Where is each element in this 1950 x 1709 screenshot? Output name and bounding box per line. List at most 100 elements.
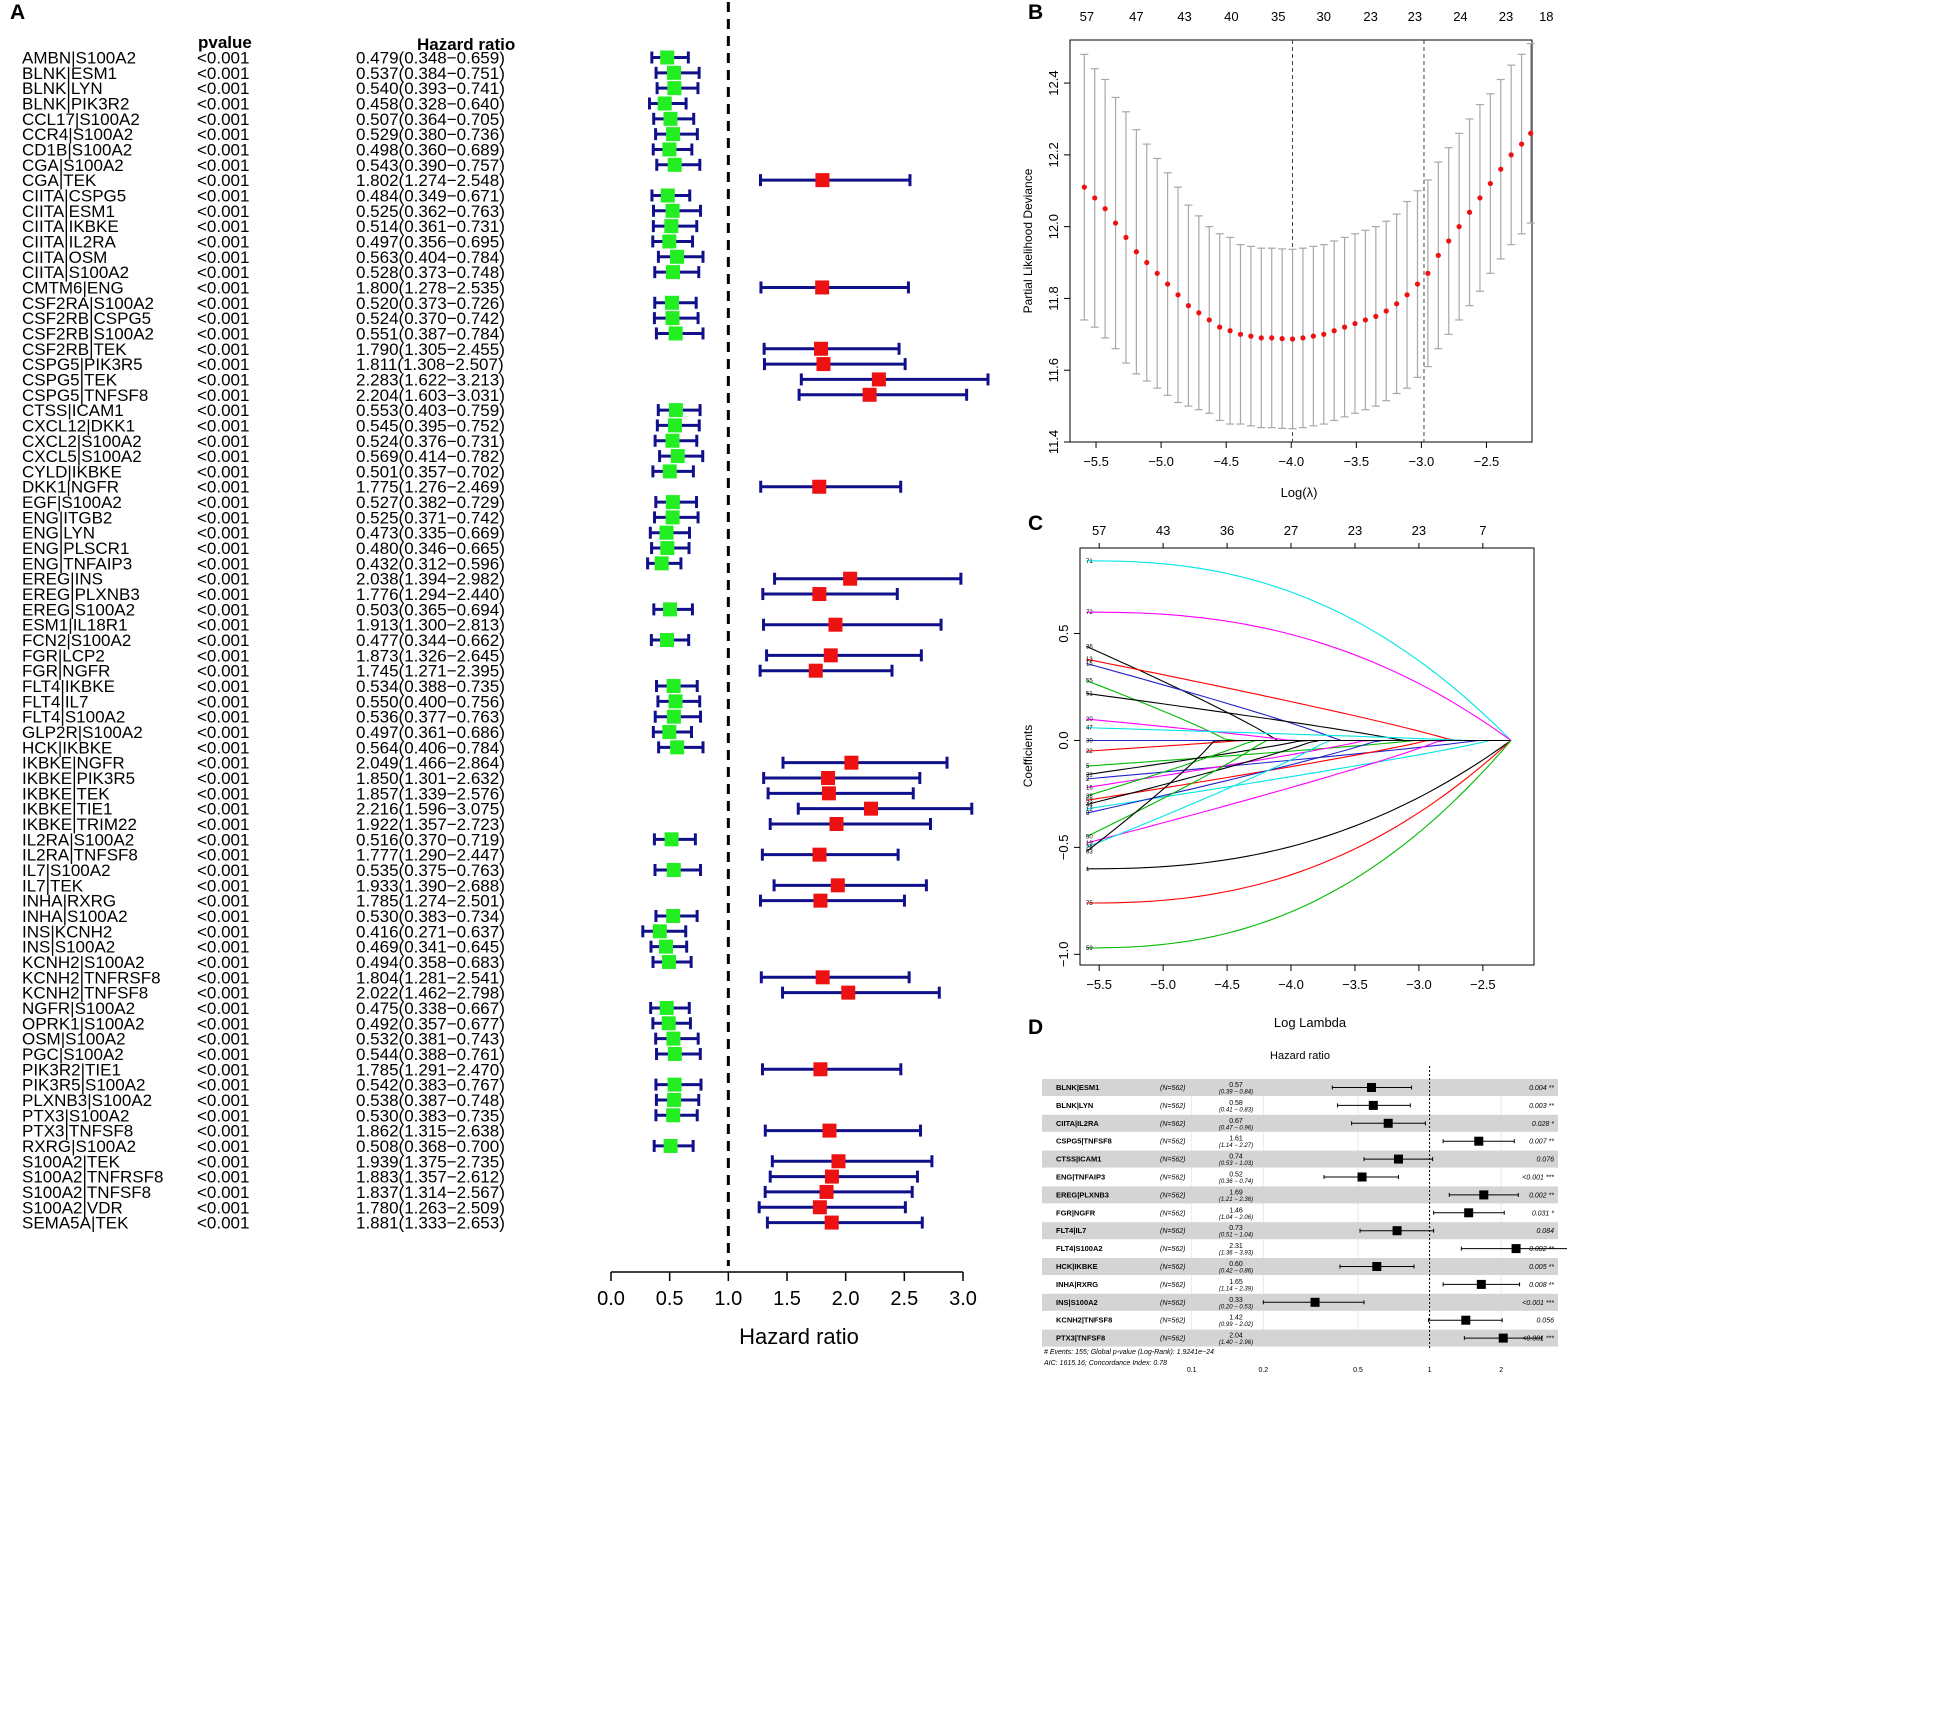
hr-point-protective (663, 111, 678, 126)
pvalue-label: <0.001 (197, 907, 249, 926)
hr-ci-label: 0.473(0.335−0.669) (356, 524, 505, 543)
hr-ci-label: 1.790(1.305−2.455) (356, 340, 505, 359)
pvalue-label: <0.001 (197, 708, 249, 727)
hr-ci-label: 0.498(0.360−0.689) (356, 140, 505, 159)
hr-ci-label: 0.497(0.361−0.686) (356, 723, 505, 742)
hr-ci-label: 0.497(0.356−0.695) (356, 232, 505, 251)
hr-ci-label: 0.525(0.362−0.763) (356, 202, 505, 221)
hr-ci-label: 0.553(0.403−0.759) (356, 401, 505, 420)
ci-value-label: (1.36 − 3.93) (1219, 1251, 1253, 1257)
cv-point (1466, 209, 1473, 215)
cv-point (1310, 333, 1316, 339)
row-shade (1042, 1258, 1558, 1275)
path-start-label: 31 (1086, 773, 1093, 779)
hr-value-label: 0.58 (1229, 1100, 1243, 1107)
p-value-label: <0.001 *** (1522, 1336, 1554, 1343)
panel-a-forest-plot: pvalue Hazard ratio AMBN|S100A2 <0.001 0.4… (22, 2, 990, 1349)
ci-value-label: (0.36 − 0.74) (1219, 1179, 1253, 1185)
gene-pair-label: BLNK|PIK3R2 (22, 94, 129, 113)
panel-b-cv-curve: −5.5 −5.0 −4.5 −4.0 −3.5 −3.0 −2.5 11.4 11.6 11.8… (1021, 9, 1554, 500)
gene-pair-label: SEMA5A|TEK (22, 1214, 129, 1233)
gene-pair-label: EREG|S100A2 (22, 600, 135, 619)
cv-point (1394, 301, 1400, 307)
cv-point (1112, 220, 1119, 226)
ci-value-label: (0.41 − 0.83) (1219, 1107, 1253, 1113)
hr-point-risk (812, 587, 827, 602)
cv-point (1352, 320, 1358, 327)
path-start-label: 50 (1086, 835, 1093, 841)
gene-pair-label: CCL17|S100A2 (22, 110, 140, 129)
hr-point-risk (831, 1154, 846, 1169)
hr-ci-label: 0.432(0.312−0.596) (356, 554, 505, 573)
cv-point (1425, 270, 1431, 276)
hr-point-risk (816, 357, 831, 372)
hr-point-protective (652, 924, 667, 939)
panel-d-label: D (1028, 1016, 1043, 1039)
hr-point-protective (665, 295, 680, 310)
top-count-label: 57 (1092, 523, 1106, 538)
cv-point (1331, 328, 1337, 334)
hr-point-protective (662, 725, 677, 740)
gene-pair-label: IL7|TEK (22, 876, 84, 895)
top-count-label: 23 (1499, 9, 1513, 24)
gene-pair-label: IKBKE|NGFR (22, 754, 125, 773)
hr-ci-label: 1.777(1.290−2.447) (356, 846, 505, 865)
panel-c-y-axis-title: Coefficients (1021, 725, 1035, 787)
pvalue-label: <0.001 (197, 570, 249, 589)
ci-value-label: (1.04 − 2.06) (1219, 1215, 1253, 1221)
y-tick-label: 11.4 (1046, 430, 1061, 454)
gene-pair-label: S100A2|TNFSF8 (22, 1183, 151, 1202)
hr-point-protective (659, 939, 674, 954)
path-start-label: 75 (1086, 901, 1093, 907)
pvalue-label: <0.001 (197, 922, 249, 941)
gene-pair-label: EREG|INS (22, 570, 103, 589)
hr-ci-label: 1.785(1.291−2.470) (356, 1060, 505, 1079)
top-count-label: 23 (1348, 523, 1362, 538)
y-tick-label: 12.4 (1046, 70, 1061, 95)
hr-point-protective (659, 525, 674, 540)
hr-point-risk (819, 1184, 834, 1199)
covariate-label: PTX3|TNFSF8 (1056, 1334, 1105, 1343)
hr-ci-label: 0.538(0.387−0.748) (356, 1091, 505, 1110)
pvalue-label: <0.001 (197, 984, 249, 1003)
x-tick-label: −2.5 (1470, 977, 1496, 992)
hr-point-risk (830, 878, 845, 893)
gene-pair-label: GLP2R|S100A2 (22, 723, 143, 742)
pvalue-label: <0.001 (197, 294, 249, 313)
hr-point-protective (670, 449, 685, 464)
hr-point-protective (667, 1092, 682, 1107)
hr-point (1392, 1226, 1402, 1236)
row-shade (1042, 1150, 1558, 1168)
pvalue-label: <0.001 (197, 892, 249, 911)
hr-ci-label: 0.416(0.271−0.637) (356, 922, 505, 941)
pvalue-label: <0.001 (197, 1137, 249, 1156)
hr-point-protective (665, 495, 680, 510)
hr-ci-label: 2.022(1.462−2.798) (356, 984, 505, 1003)
path-start-label: 55 (1086, 679, 1093, 685)
row-shade (1042, 1186, 1558, 1204)
hr-point-protective (666, 1031, 681, 1046)
gene-pair-label: PTX3|S100A2 (22, 1106, 129, 1125)
hr-value-label: 0.52 (1229, 1172, 1243, 1179)
pvalue-label: <0.001 (197, 110, 249, 129)
cv-point (1269, 335, 1275, 341)
gene-pair-label: HCK|IKBKE (22, 738, 112, 757)
n-label: (N=562) (1160, 1282, 1185, 1289)
x-tick-label: −4.5 (1213, 454, 1239, 469)
path-start-label: 8 (1086, 811, 1090, 817)
hr-ci-label: 0.528(0.373−0.748) (356, 263, 505, 282)
pvalue-label: <0.001 (197, 1214, 249, 1233)
covariate-label: HCK|IKBKE (1056, 1262, 1098, 1271)
x-tick-label: 0.5 (1353, 1367, 1363, 1374)
hr-ci-label: 0.536(0.377−0.763) (356, 708, 505, 727)
pvalue-label: <0.001 (197, 524, 249, 543)
p-value-label: 0.076 (1536, 1157, 1554, 1164)
pvalue-label: <0.001 (197, 876, 249, 895)
covariate-label: CTSS|ICAM1 (1056, 1155, 1101, 1164)
hr-point (1383, 1118, 1393, 1128)
path-start-label: 5 (1086, 764, 1090, 770)
cv-point (1123, 234, 1129, 241)
gene-pair-label: EGF|S100A2 (22, 493, 122, 512)
hr-point-protective (661, 954, 676, 969)
x-tick-label: 1 (1428, 1367, 1432, 1374)
